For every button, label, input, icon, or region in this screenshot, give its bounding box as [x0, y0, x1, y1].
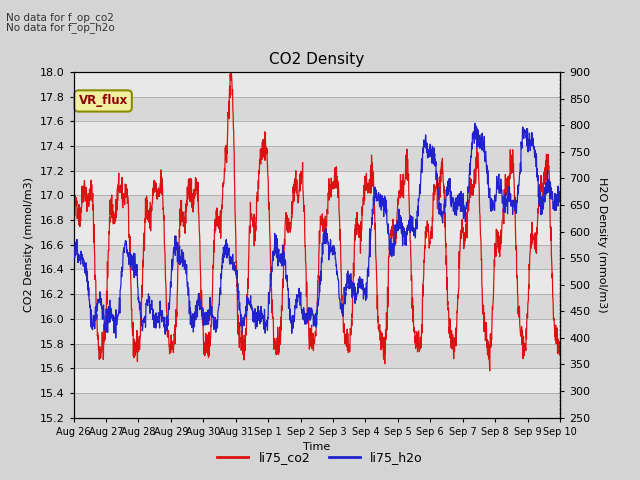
Y-axis label: CO2 Density (mmol/m3): CO2 Density (mmol/m3)	[24, 177, 34, 312]
Text: No data for f_op_h2o: No data for f_op_h2o	[6, 22, 115, 33]
Bar	[74, 245, 560, 269]
Bar	[74, 96, 560, 121]
Bar	[74, 195, 560, 220]
Bar	[74, 368, 560, 393]
Bar	[74, 171, 560, 195]
Bar	[74, 393, 560, 418]
X-axis label: Time: Time	[303, 442, 330, 452]
Legend: li75_co2, li75_h2o: li75_co2, li75_h2o	[212, 446, 428, 469]
Y-axis label: H2O Density (mmol/m3): H2O Density (mmol/m3)	[597, 177, 607, 312]
Bar	[74, 319, 560, 344]
Bar	[74, 146, 560, 171]
Bar	[74, 220, 560, 245]
Bar	[74, 269, 560, 294]
Title: CO2 Density: CO2 Density	[269, 52, 364, 67]
Text: No data for f_op_co2: No data for f_op_co2	[6, 12, 115, 23]
Bar	[74, 72, 560, 96]
Bar	[74, 294, 560, 319]
Bar	[74, 121, 560, 146]
Bar	[74, 344, 560, 368]
Text: VR_flux: VR_flux	[79, 95, 128, 108]
